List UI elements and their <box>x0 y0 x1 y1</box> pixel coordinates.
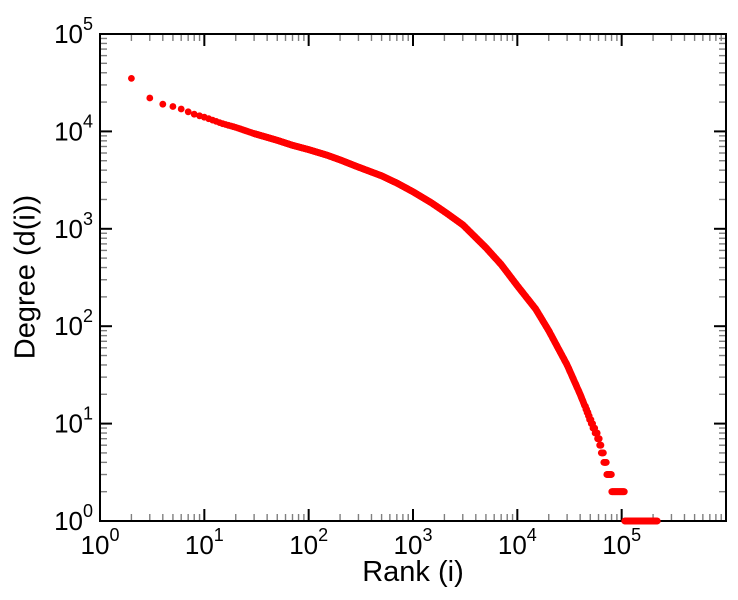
x-tick-label: 100 <box>81 525 120 560</box>
data-point <box>127 75 135 82</box>
y-tick-label: 103 <box>54 209 93 244</box>
data-point <box>190 110 198 118</box>
data-point <box>597 441 605 449</box>
data-point <box>608 471 615 478</box>
y-tick-label: 100 <box>54 501 93 536</box>
x-tick-label: 105 <box>602 525 641 560</box>
minor-ticks <box>100 34 726 521</box>
y-tick-label: 102 <box>54 306 93 341</box>
x-tick-label: 104 <box>498 525 537 560</box>
major-ticks <box>99 33 726 522</box>
data-point <box>184 108 192 116</box>
data-point <box>177 105 185 113</box>
data-point <box>159 100 167 108</box>
x-tick-label: 103 <box>394 525 433 560</box>
y-tick-label: 101 <box>54 404 93 439</box>
tick-labels: 100 101 102 103 104 105 100 101 102 103 104 105 <box>54 14 641 560</box>
x-axis-title: Rank (i) <box>362 556 464 588</box>
data-point <box>653 517 661 525</box>
data-point <box>602 459 610 466</box>
x-tick-label: 101 <box>185 525 224 560</box>
data-point <box>146 94 154 102</box>
data-point <box>595 435 603 443</box>
data-point <box>593 429 601 437</box>
scatter-series <box>127 75 661 525</box>
y-axis-title: Degree (d(i)) <box>9 194 42 360</box>
data-point <box>600 449 607 457</box>
y-tick-label: 105 <box>54 14 93 49</box>
x-tick-label: 102 <box>289 525 328 560</box>
plot-frame <box>99 33 727 522</box>
data-point <box>620 488 628 496</box>
data-point <box>169 103 177 110</box>
y-tick-label: 104 <box>54 111 93 146</box>
